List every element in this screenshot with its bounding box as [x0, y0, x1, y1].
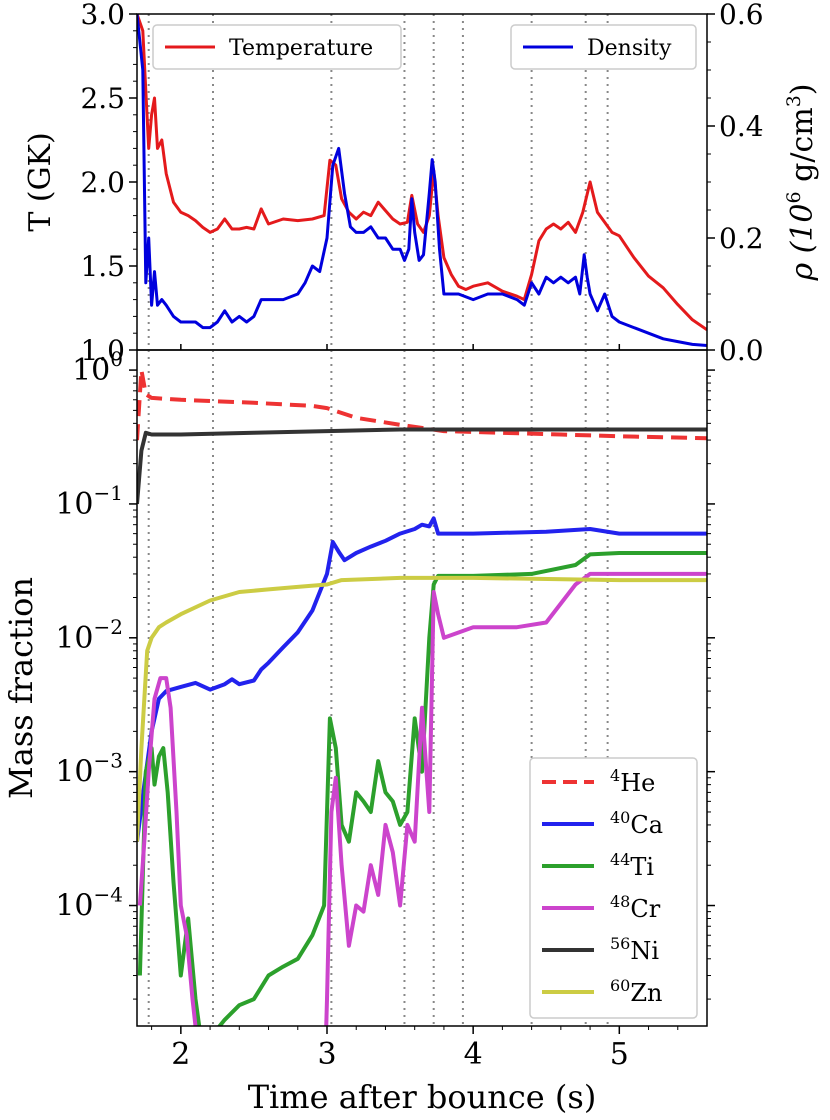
- y-tick-exponent: −2: [94, 615, 123, 639]
- legend-element: Ca: [630, 811, 663, 839]
- y-tick-base: 10: [55, 487, 93, 522]
- series-density-line: [137, 14, 707, 347]
- series-ti-line: [137, 551, 707, 1026]
- series-temperature-line: [137, 14, 707, 332]
- y-tick-exponent: −3: [94, 749, 123, 773]
- y-tick-label: 10−1: [55, 481, 123, 522]
- x-tick-label: 3: [317, 1037, 336, 1072]
- legend-mass-number: 4: [610, 766, 620, 785]
- x-tick-label: 4: [464, 1037, 483, 1072]
- series-cr-line: [137, 571, 707, 1026]
- series-he-line: [137, 368, 707, 441]
- y-tick-exponent: −4: [94, 883, 123, 907]
- y-right-axis-label-part: ): [785, 83, 820, 95]
- legend-mass-number: 44: [610, 850, 630, 869]
- y-tick-label: 2.5: [80, 82, 125, 115]
- y-tick-label: 10−4: [55, 883, 123, 924]
- y-right-tick-label: 0.2: [719, 222, 764, 255]
- y-tick-label: 2.0: [80, 166, 125, 199]
- legend-element: Zn: [630, 979, 662, 1007]
- legend-element: Ti: [630, 853, 654, 881]
- legend-element: He: [620, 769, 655, 797]
- y-tick-label: 10−3: [55, 749, 123, 790]
- y-tick-base: 10: [55, 889, 93, 924]
- legend-temperature-box: [152, 24, 402, 70]
- legend-mass-number: 48: [610, 892, 630, 911]
- series-ni-line: [137, 427, 707, 505]
- y-right-axis-label-part: 6: [783, 191, 805, 203]
- y-tick-label: 100: [72, 347, 123, 388]
- temperature-density-panel: 1.0 1.5 2.0 2.5 3.0 0.0 0.2 0.4 0.6 T (GK) ρ (106 …: [23, 0, 820, 367]
- legend-mass-number: 60: [610, 976, 630, 995]
- y-tick-label: 3.0: [80, 0, 125, 31]
- legend-label-ti: 44Ti: [610, 850, 654, 881]
- y-tick-base: 10: [72, 353, 110, 388]
- y-right-tick-label: 0.4: [719, 110, 764, 143]
- y-tick-label: 1.5: [80, 250, 125, 283]
- y-tick-label: 1.0: [80, 334, 125, 367]
- y-tick-base: 10: [55, 755, 93, 790]
- legend-temperature-label: Temperature: [229, 36, 373, 61]
- legend-label-ca: 40Ca: [610, 808, 663, 839]
- series-ca-line: [137, 516, 707, 842]
- legend-mass-number: 56: [610, 934, 630, 953]
- legend-element: Cr: [630, 895, 660, 923]
- legend-density-box: [510, 24, 697, 70]
- y-axis-label: T (GK): [23, 132, 58, 231]
- legend-label-zn: 60Zn: [610, 976, 663, 1007]
- legend-element: Ni: [630, 937, 659, 965]
- x-tick-label: 2: [171, 1037, 190, 1072]
- y-tick-exponent: −1: [94, 481, 123, 505]
- y-axis-label: Mass fraction: [2, 577, 40, 799]
- y-right-axis-label-part: 3: [783, 95, 805, 107]
- y-right-tick-label: 0.0: [719, 334, 764, 367]
- y-right-tick-label: 0.6: [719, 0, 764, 31]
- legend-density-label: Density: [587, 36, 672, 61]
- y-right-axis-label-part: g/cm: [785, 107, 820, 191]
- legend-label-ni: 56Ni: [610, 934, 659, 965]
- legend-label-he: 4He: [610, 766, 655, 797]
- series-zn-line: [137, 575, 707, 842]
- x-tick-label: 5: [610, 1037, 629, 1072]
- legend-mass-number: 40: [610, 808, 630, 827]
- x-axis-label: Time after bounce (s): [248, 1078, 597, 1116]
- y-tick-label: 10−2: [55, 615, 123, 656]
- legend-label-cr: 48Cr: [610, 892, 661, 923]
- bottom-axes-frame: [136, 349, 708, 1027]
- y-right-axis-label: ρ (106 g/cm3): [783, 83, 820, 281]
- y-right-axis-label-part: ρ (10: [785, 203, 820, 281]
- y-tick-base: 10: [55, 621, 93, 656]
- y-tick-exponent: 0: [110, 347, 123, 371]
